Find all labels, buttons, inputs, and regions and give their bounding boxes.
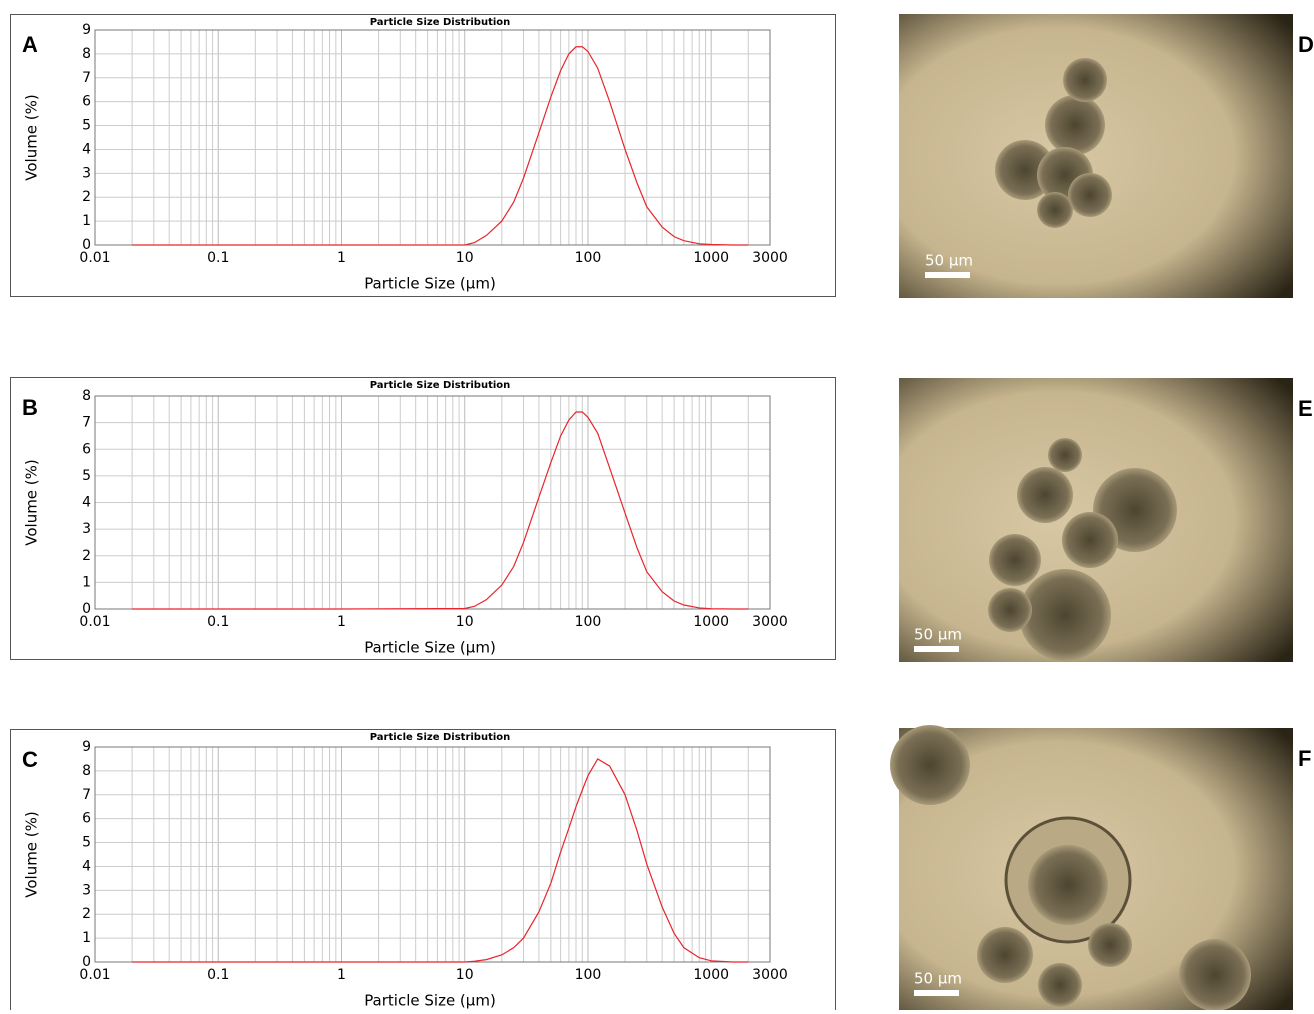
x-tick-label: 100 bbox=[575, 967, 602, 983]
y-axis-label: Volume (%) bbox=[23, 94, 41, 181]
y-tick-label: 3 bbox=[82, 882, 91, 898]
y-tick-label: 0 bbox=[82, 237, 91, 253]
x-tick-label: 10 bbox=[456, 614, 474, 630]
y-tick-label: 0 bbox=[82, 954, 91, 970]
y-axis-label: Volume (%) bbox=[23, 811, 41, 898]
x-axis-label: Particle Size (µm) bbox=[364, 992, 496, 1010]
scale-bar-label: 50 µm bbox=[914, 626, 962, 644]
y-tick-label: 8 bbox=[82, 46, 91, 62]
chart-title: Particle Size Distribution bbox=[370, 732, 511, 743]
y-tick-label: 5 bbox=[82, 468, 91, 484]
chart-frame bbox=[10, 377, 836, 660]
x-tick-label: 1000 bbox=[693, 250, 729, 266]
x-axis-label: Particle Size (µm) bbox=[364, 275, 496, 293]
plot-frame bbox=[94, 29, 771, 246]
x-tick-label: 3000 bbox=[752, 967, 788, 983]
x-tick-label: 1 bbox=[337, 967, 346, 983]
x-tick-label: 1000 bbox=[693, 614, 729, 630]
y-tick-label: 1 bbox=[82, 213, 91, 229]
y-tick-label: 4 bbox=[82, 858, 91, 874]
x-tick-label: 3000 bbox=[752, 614, 788, 630]
y-tick-label: 1 bbox=[82, 574, 91, 590]
x-tick-label: 1 bbox=[337, 250, 346, 266]
chart-title: Particle Size Distribution bbox=[370, 380, 511, 391]
micrograph-e bbox=[899, 378, 1293, 662]
y-tick-label: 2 bbox=[82, 548, 91, 564]
micrograph-f bbox=[890, 725, 1293, 1011]
micrograph-d bbox=[899, 14, 1293, 298]
y-tick-label: 3 bbox=[82, 521, 91, 537]
y-tick-label: 0 bbox=[82, 601, 91, 617]
y-tick-label: 2 bbox=[82, 189, 91, 205]
series-line bbox=[132, 46, 749, 246]
x-tick-label: 3000 bbox=[752, 250, 788, 266]
y-tick-label: 3 bbox=[82, 165, 91, 181]
y-tick-label: 4 bbox=[82, 141, 91, 157]
panel-label: D bbox=[1298, 32, 1314, 57]
scale-bar-label: 50 µm bbox=[914, 970, 962, 988]
y-tick-label: 4 bbox=[82, 495, 91, 511]
plot-frame bbox=[94, 746, 771, 963]
panel-label: B bbox=[22, 395, 38, 420]
x-axis-label: Particle Size (µm) bbox=[364, 639, 496, 657]
x-tick-label: 10 bbox=[456, 967, 474, 983]
panel-label: E bbox=[1298, 396, 1313, 421]
y-tick-label: 6 bbox=[82, 811, 91, 827]
chart-title: Particle Size Distribution bbox=[370, 17, 511, 28]
x-tick-label: 0.01 bbox=[79, 614, 110, 630]
y-tick-label: 6 bbox=[82, 94, 91, 110]
series-line bbox=[132, 411, 749, 610]
y-tick-label: 7 bbox=[82, 415, 91, 431]
x-tick-label: 1000 bbox=[693, 967, 729, 983]
y-tick-label: 7 bbox=[82, 787, 91, 803]
y-tick-label: 1 bbox=[82, 930, 91, 946]
y-tick-label: 8 bbox=[82, 763, 91, 779]
scale-bar-label: 50 µm bbox=[925, 252, 973, 270]
panel-label: F bbox=[1298, 746, 1311, 771]
y-tick-label: 6 bbox=[82, 441, 91, 457]
y-tick-label: 9 bbox=[82, 739, 91, 755]
x-tick-label: 100 bbox=[575, 250, 602, 266]
y-tick-label: 7 bbox=[82, 70, 91, 86]
x-tick-label: 0.1 bbox=[207, 967, 229, 983]
series-line bbox=[132, 758, 749, 963]
chart-frame bbox=[10, 14, 836, 297]
y-tick-label: 5 bbox=[82, 118, 91, 134]
y-tick-label: 5 bbox=[82, 835, 91, 851]
x-tick-label: 0.01 bbox=[79, 967, 110, 983]
x-tick-label: 0.01 bbox=[79, 250, 110, 266]
x-tick-label: 10 bbox=[456, 250, 474, 266]
x-tick-label: 100 bbox=[575, 614, 602, 630]
y-tick-label: 8 bbox=[82, 388, 91, 404]
y-tick-label: 9 bbox=[82, 22, 91, 38]
x-tick-label: 1 bbox=[337, 614, 346, 630]
y-tick-label: 2 bbox=[82, 906, 91, 922]
panel-label: A bbox=[22, 32, 38, 57]
x-tick-label: 0.1 bbox=[207, 250, 229, 266]
panel-label: C bbox=[22, 747, 38, 772]
y-axis-label: Volume (%) bbox=[23, 459, 41, 546]
x-tick-label: 0.1 bbox=[207, 614, 229, 630]
